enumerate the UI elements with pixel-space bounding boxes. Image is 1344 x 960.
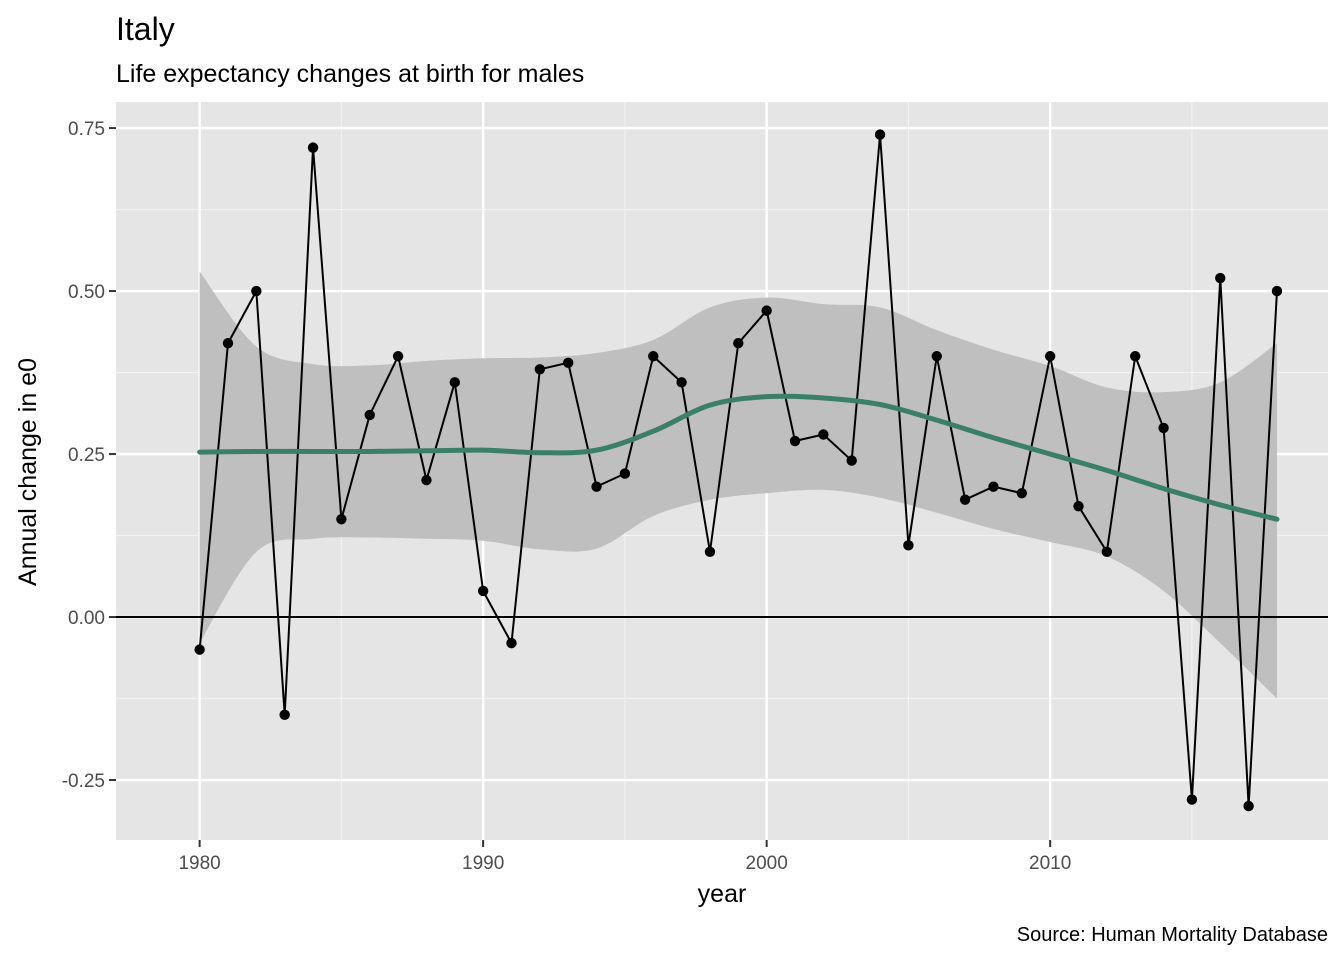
data-point <box>307 142 319 153</box>
data-point <box>506 637 517 649</box>
data-point <box>562 357 574 368</box>
y-tick-label: 0.50 <box>68 282 105 303</box>
data-point <box>676 377 687 388</box>
data-point <box>818 429 829 440</box>
data-point <box>619 468 631 479</box>
data-point <box>421 474 432 486</box>
data-point <box>903 540 914 551</box>
data-point <box>477 585 489 597</box>
data-point <box>959 494 971 505</box>
caption-source: Source: Human Mortality Database <box>1017 924 1328 946</box>
x-tick-label: 2010 <box>1029 853 1071 874</box>
data-point <box>534 364 546 375</box>
x-axis-title: year <box>698 880 747 908</box>
data-point <box>1044 351 1056 362</box>
data-point <box>733 338 744 349</box>
data-point <box>704 546 716 558</box>
data-point <box>761 305 772 316</box>
confidence-ribbon <box>199 271 1277 699</box>
y-axis-ticks: -0.25 0.00 0.25 0.50 0.75 <box>62 119 116 792</box>
data-point <box>194 644 205 655</box>
data-point <box>1186 794 1198 805</box>
data-point <box>392 351 404 362</box>
x-tick-label: 1980 <box>178 853 220 874</box>
y-tick-label: 0.75 <box>68 119 105 140</box>
data-point <box>222 338 234 349</box>
x-tick-label: 2000 <box>746 853 788 874</box>
data-point <box>846 455 857 466</box>
y-tick-label: -0.25 <box>62 771 105 792</box>
data-point <box>1271 285 1283 297</box>
data-point <box>1215 272 1226 284</box>
data-point <box>1016 487 1028 499</box>
data-point <box>1130 351 1141 362</box>
data-point <box>279 709 290 721</box>
chart-title: Italy <box>116 11 175 47</box>
data-point <box>931 351 942 362</box>
x-axis-ticks: 1980 1990 2000 2010 <box>178 840 1071 874</box>
data-point <box>648 351 659 362</box>
data-point <box>874 129 886 140</box>
data-point <box>336 514 347 525</box>
data-point <box>364 409 375 421</box>
chart-subtitle: Life expectancy changes at birth for mal… <box>116 60 584 88</box>
data-point <box>449 377 460 388</box>
data-point <box>1101 546 1113 558</box>
smooth-trend-line <box>197 393 1280 522</box>
data-point <box>591 481 602 492</box>
data-point <box>988 481 999 492</box>
data-point <box>789 435 801 447</box>
y-tick-label: 0.00 <box>68 608 105 629</box>
data-point <box>1243 800 1254 812</box>
data-points <box>194 129 1283 812</box>
y-tick-label: 0.25 <box>68 445 105 466</box>
x-tick-label: 1990 <box>462 853 504 874</box>
data-point <box>1073 501 1084 512</box>
y-axis-title: Annual change in e0 <box>14 358 42 586</box>
data-point <box>251 285 262 297</box>
data-point <box>1158 422 1169 434</box>
